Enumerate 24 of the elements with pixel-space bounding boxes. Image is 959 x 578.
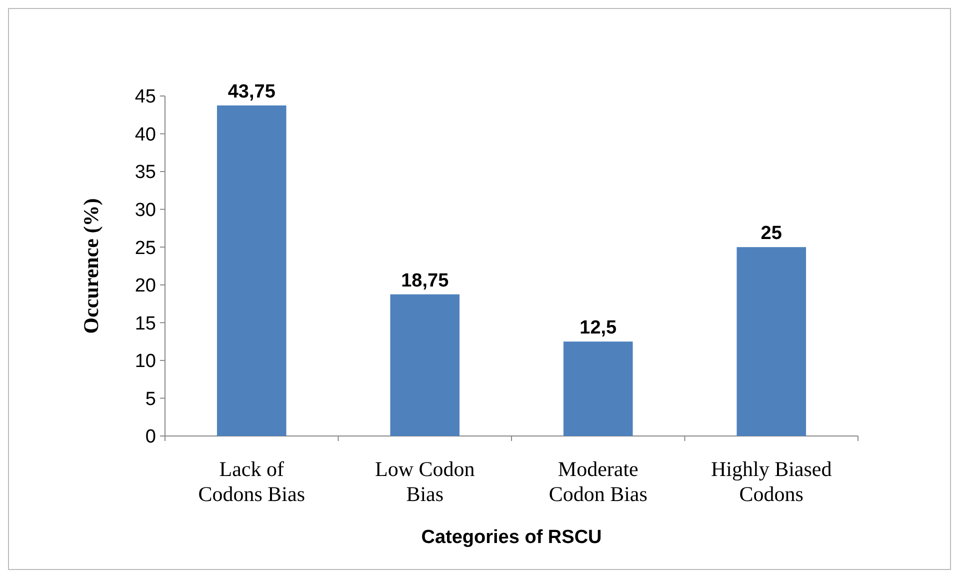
bar (563, 342, 633, 436)
y-tick-label: 20 (134, 276, 156, 297)
y-tick-label: 15 (134, 313, 156, 334)
data-label: 25 (760, 223, 782, 244)
bar (390, 294, 460, 436)
y-tick-label: 0 (145, 426, 156, 448)
y-tick-label: 30 (134, 200, 156, 221)
y-tick-label: 10 (134, 351, 156, 372)
y-tick-label: 35 (134, 162, 156, 184)
x-axis-title: Categories of RSCU (421, 527, 602, 548)
y-tick-label: 25 (134, 238, 156, 259)
data-label: 18,75 (401, 270, 450, 292)
y-tick-label: 5 (145, 388, 156, 410)
data-label: 12,5 (580, 318, 618, 339)
y-tick-label: 40 (134, 124, 156, 146)
x-tick-label: Moderate Codon Bias (548, 457, 648, 506)
bar (216, 105, 286, 436)
bar (736, 247, 806, 436)
data-label: 43,75 (228, 81, 276, 102)
y-axis-title: Occurence (%) (79, 198, 103, 334)
x-tick-label: Low Codon Bias (375, 457, 476, 506)
x-tick-label: Lack of Codons Bias (198, 457, 306, 506)
y-tick-label: 45 (134, 86, 156, 108)
x-tick-label: Highly Biased Codons (711, 457, 832, 506)
